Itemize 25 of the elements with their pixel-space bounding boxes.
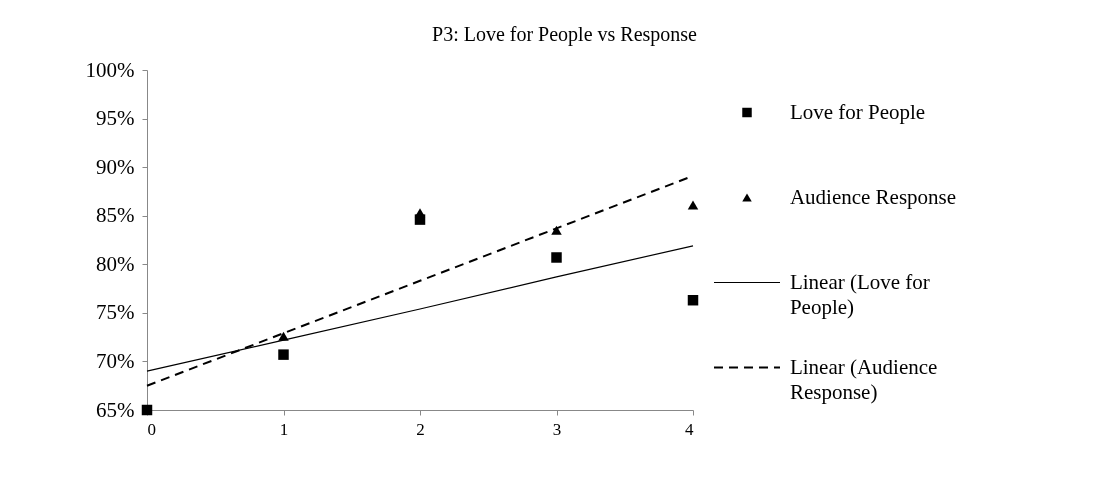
point	[687, 200, 699, 210]
legend-label: Linear (Audience Response)	[789, 354, 938, 404]
point	[687, 294, 699, 306]
point	[141, 404, 153, 416]
point	[414, 208, 426, 218]
legend-label: Linear (Love for People)	[789, 269, 930, 319]
x-tick-label: 1	[279, 419, 289, 439]
y-tick-label: 100%	[85, 57, 135, 82]
point	[278, 349, 289, 360]
x-tick-label: 4	[685, 419, 694, 439]
x-tick-label: 0	[147, 419, 156, 439]
point	[551, 252, 562, 263]
y-tick-label: 80%	[96, 251, 135, 276]
legend-label: Audience Response	[789, 184, 957, 209]
y-tick-label: 95%	[96, 106, 135, 131]
y-tick-label: 90%	[96, 154, 135, 179]
y-tick-label: 65%	[96, 397, 135, 422]
chart-title: P3: Love for People vs Response	[432, 23, 698, 46]
legend-label: Love for People	[789, 99, 926, 124]
y-tick-label: 70%	[96, 348, 135, 373]
point	[551, 225, 562, 235]
y-tick-label: 75%	[96, 300, 135, 325]
y-tick-label: 85%	[96, 203, 135, 228]
x-tick-label: 2	[416, 419, 425, 439]
x-tick-label: 3	[552, 419, 562, 439]
